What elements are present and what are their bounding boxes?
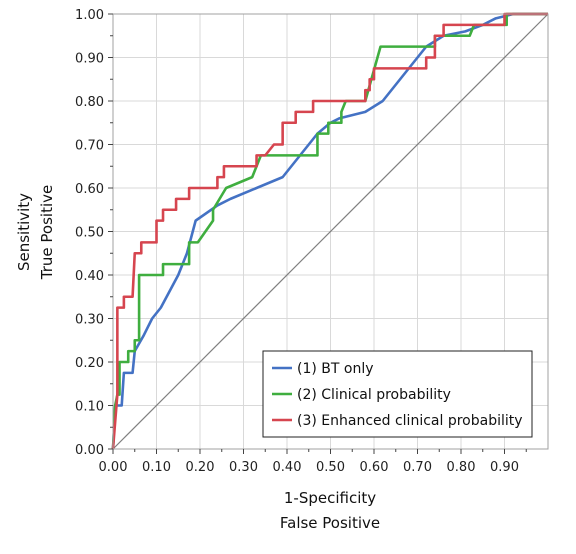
x-axis-title: 1-Specificity False Positive [280,489,380,532]
y-axis-ticks: 0.00 0.10 0.20 0.30 0.40 0.50 0.60 0.70 0.80 0.90… [75,8,113,458]
x-tick-label: 0.20 [186,460,215,475]
y-tick-label: 0.30 [75,313,104,328]
y-axis-title: Sensitivity True Positive [15,185,56,280]
legend: (1) BT only (2) Clinical probability (3)… [263,351,532,437]
y-tick-label: 0.20 [75,356,104,371]
x-tick-label: 0.70 [403,460,432,475]
y-tick-label: 0.00 [75,443,104,458]
x-tick-label: 0.90 [490,460,519,475]
y-axis-label-line-2: True Positive [38,185,56,280]
x-tick-label: 0.10 [142,460,171,475]
x-axis-ticks: 0.00 0.10 0.20 0.30 0.40 0.50 0.60 0.70 0.80 0.90 [99,449,527,475]
x-axis-label-line-2: False Positive [280,514,380,532]
x-axis-label-line-1: 1-Specificity [284,489,376,507]
y-tick-label: 1.00 [75,8,104,23]
y-tick-label: 0.70 [75,139,104,154]
x-tick-label: 0.80 [447,460,476,475]
legend-label-bt-only: (1) BT only [297,361,374,377]
x-tick-label: 0.40 [273,460,302,475]
legend-label-clinical-probability: (2) Clinical probability [297,387,451,403]
legend-label-enhanced-clinical-probability: (3) Enhanced clinical probability [297,413,523,429]
x-tick-label: 0.60 [360,460,389,475]
x-tick-label: 0.50 [316,460,345,475]
x-tick-label: 0.00 [99,460,128,475]
y-tick-label: 0.80 [75,95,104,110]
y-tick-label: 0.90 [75,52,104,67]
y-tick-label: 0.40 [75,269,104,284]
x-tick-label: 0.30 [229,460,258,475]
y-tick-label: 0.50 [75,226,104,241]
y-tick-label: 0.10 [75,400,104,415]
y-axis-label-line-1: Sensitivity [15,193,33,271]
y-tick-label: 0.60 [75,182,104,197]
